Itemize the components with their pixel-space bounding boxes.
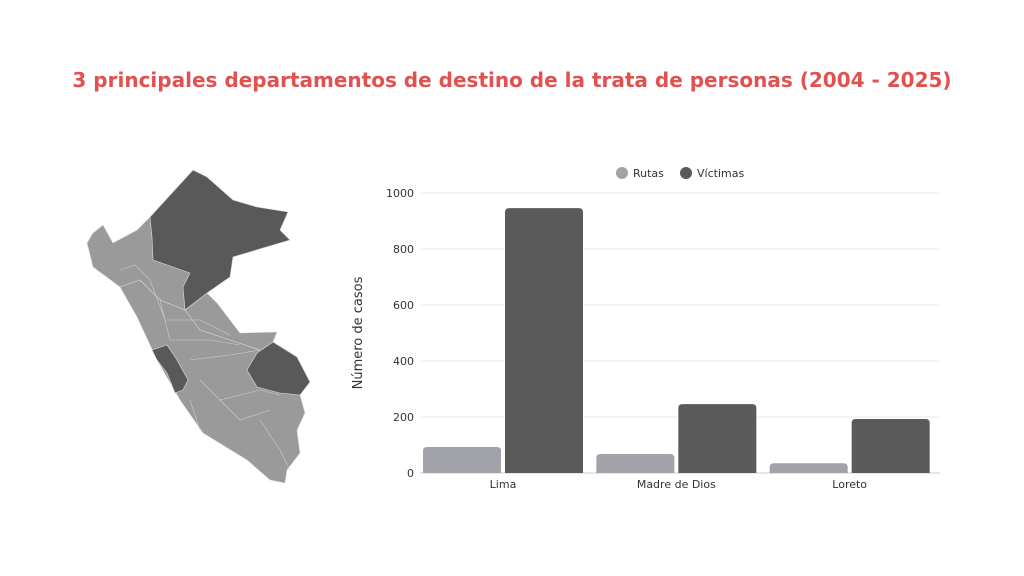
y-tick-label: 800 — [393, 243, 414, 256]
legend-label: Víctimas — [697, 167, 744, 180]
legend-marker — [616, 167, 628, 179]
chart-title: 3 principales departamentos de destino d… — [72, 68, 952, 92]
y-tick-label: 600 — [393, 299, 414, 312]
map-lima — [151, 344, 189, 394]
bar-rutas-lima — [423, 446, 501, 473]
map-internal-borders — [119, 264, 291, 471]
bar-rutas-loreto — [769, 463, 848, 473]
bar-vctimas-lima — [505, 208, 583, 473]
y-tick-label: 0 — [407, 467, 414, 480]
bar-rutas-madre-de-dios — [596, 453, 675, 473]
bar-vctimas-loreto — [851, 418, 930, 473]
x-tick-label: Loreto — [832, 478, 867, 491]
x-tick-label: Madre de Dios — [637, 478, 716, 491]
bar-vctimas-madre-de-dios — [678, 404, 757, 473]
legend-marker — [680, 167, 692, 179]
y-tick-label: 1000 — [386, 187, 414, 200]
y-tick-label: 200 — [393, 411, 414, 424]
y-tick-label: 400 — [393, 355, 414, 368]
y-axis-label: Número de casos — [351, 276, 366, 389]
legend-label: Rutas — [633, 167, 664, 180]
map-loreto — [149, 169, 291, 311]
x-tick-label: Lima — [490, 478, 517, 491]
map-madre-de-dios — [246, 341, 311, 396]
